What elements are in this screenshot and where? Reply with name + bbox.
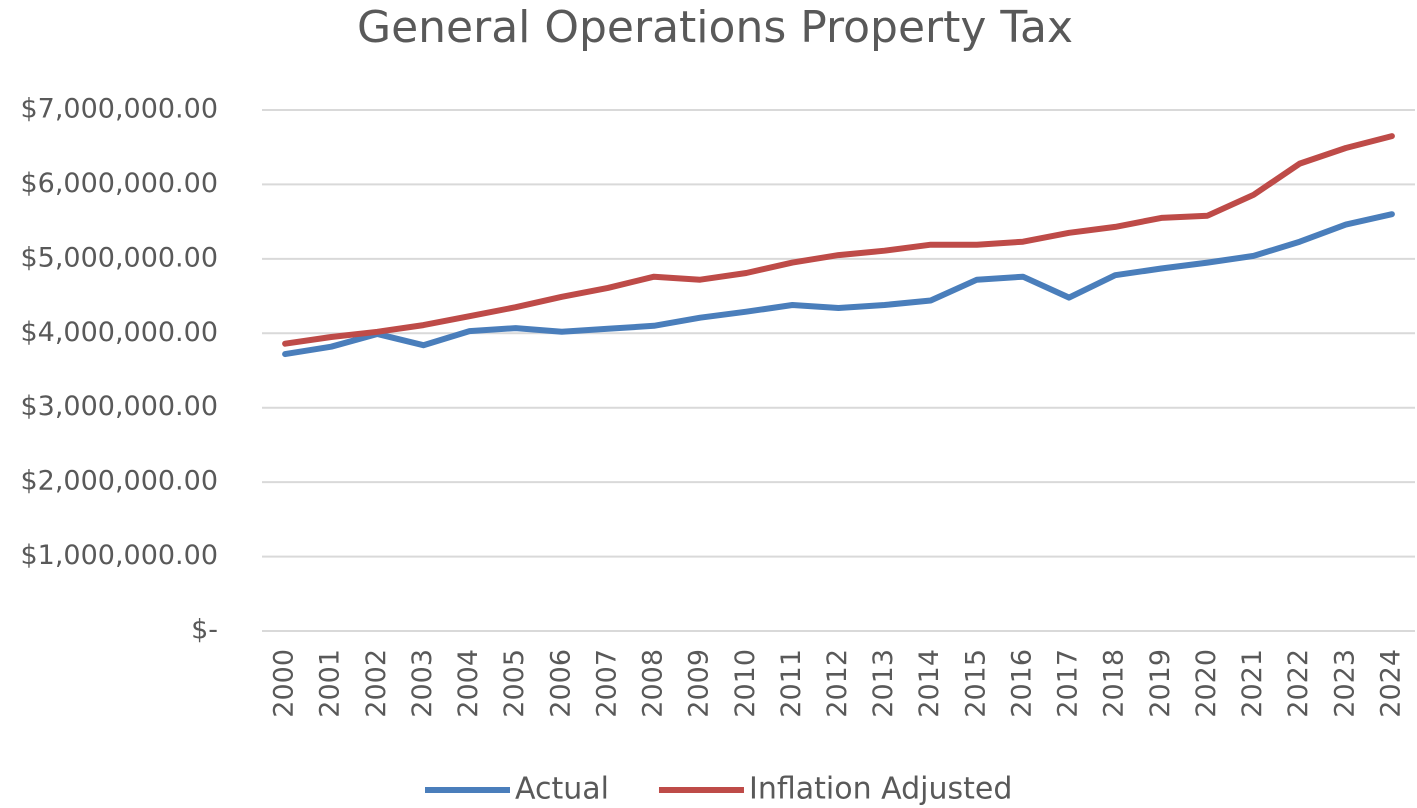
chart-title: General Operations Property Tax: [357, 2, 1073, 53]
x-tick-label: 2011: [776, 649, 807, 718]
x-tick-label: 2017: [1053, 649, 1084, 718]
x-tick-label: 2018: [1099, 649, 1130, 718]
legend-label: Actual: [515, 772, 609, 807]
legend-label: Inflation Adjusted: [749, 772, 1012, 807]
x-tick-label: 2016: [1006, 649, 1037, 718]
y-tick-label: $3,000,000.00: [20, 391, 218, 422]
x-tick-label: 2009: [684, 649, 715, 718]
x-tick-label: 2013: [868, 649, 899, 718]
x-tick-label: 2019: [1145, 649, 1176, 718]
x-tick-label: 2010: [730, 649, 761, 718]
x-tick-label: 2000: [269, 649, 300, 718]
y-tick-label: $5,000,000.00: [20, 242, 218, 273]
x-tick-label: 2008: [638, 649, 669, 718]
x-tick-label: 2005: [499, 649, 530, 718]
series-line: [282, 211, 1395, 358]
x-tick-label: 2003: [407, 649, 438, 718]
x-tick-label: 2004: [453, 649, 484, 718]
x-tick-label: 2014: [914, 649, 945, 718]
x-tick-label: 2001: [315, 649, 346, 718]
x-tick-label: 2006: [545, 649, 576, 718]
x-tick-label: 2020: [1191, 649, 1222, 718]
x-tick-label: 2021: [1237, 649, 1268, 718]
x-tick-label: 2012: [822, 649, 853, 718]
x-tick-label: 2022: [1283, 649, 1314, 718]
x-tick-label: 2023: [1329, 649, 1360, 718]
y-tick-label: $4,000,000.00: [20, 317, 218, 348]
y-tick-label: $6,000,000.00: [20, 168, 218, 199]
x-tick-label: 2015: [960, 649, 991, 718]
y-tick-label: $2,000,000.00: [20, 466, 218, 497]
series-line: [282, 133, 1395, 347]
x-tick-label: 2024: [1375, 649, 1406, 718]
y-tick-label: $7,000,000.00: [20, 94, 218, 125]
y-tick-label: $1,000,000.00: [20, 540, 218, 571]
x-tick-label: 2002: [361, 649, 392, 718]
x-tick-label: 2007: [591, 649, 622, 718]
y-tick-label: $-: [191, 615, 218, 646]
